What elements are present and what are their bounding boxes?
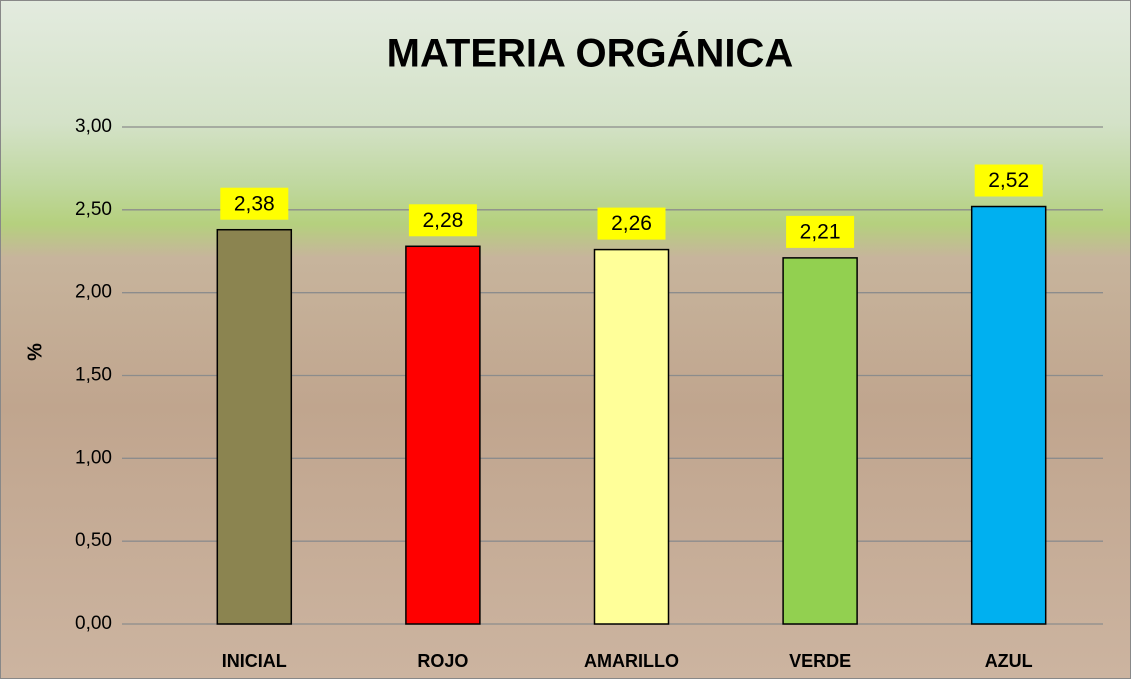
y-tick-label: 3,00 xyxy=(75,116,112,137)
value-label-box xyxy=(786,215,855,248)
value-label-box xyxy=(220,187,289,220)
bar xyxy=(970,205,1047,625)
value-label-box xyxy=(597,207,666,240)
x-tick-label: ROJO xyxy=(417,651,468,671)
x-tick-label: AMARILLO xyxy=(584,651,679,671)
bar xyxy=(593,248,670,625)
value-label: 2,38 xyxy=(234,192,275,215)
bar xyxy=(405,245,481,625)
y-axis-label: % xyxy=(24,343,46,361)
chart-title: MATERIA ORGÁNICA xyxy=(387,31,794,76)
x-tick-label: INICIAL xyxy=(222,651,287,671)
value-label: 2,26 xyxy=(611,212,652,235)
bar xyxy=(216,228,293,625)
value-label-box xyxy=(974,164,1043,197)
y-tick-label: 0,00 xyxy=(75,613,112,634)
y-tick-label: 0,50 xyxy=(75,530,112,551)
x-tick-label: AZUL xyxy=(985,651,1033,671)
value-label: 2,21 xyxy=(800,220,841,243)
value-label: 2,52 xyxy=(988,169,1029,192)
y-tick-label: 1,00 xyxy=(75,447,112,468)
y-tick-label: 2,00 xyxy=(75,282,112,303)
value-label-box xyxy=(408,204,477,237)
y-tick-label: 2,50 xyxy=(75,199,112,220)
bar xyxy=(782,257,858,625)
x-tick-label: VERDE xyxy=(789,651,851,671)
y-tick-label: 1,50 xyxy=(75,365,112,386)
value-label: 2,28 xyxy=(422,209,463,232)
